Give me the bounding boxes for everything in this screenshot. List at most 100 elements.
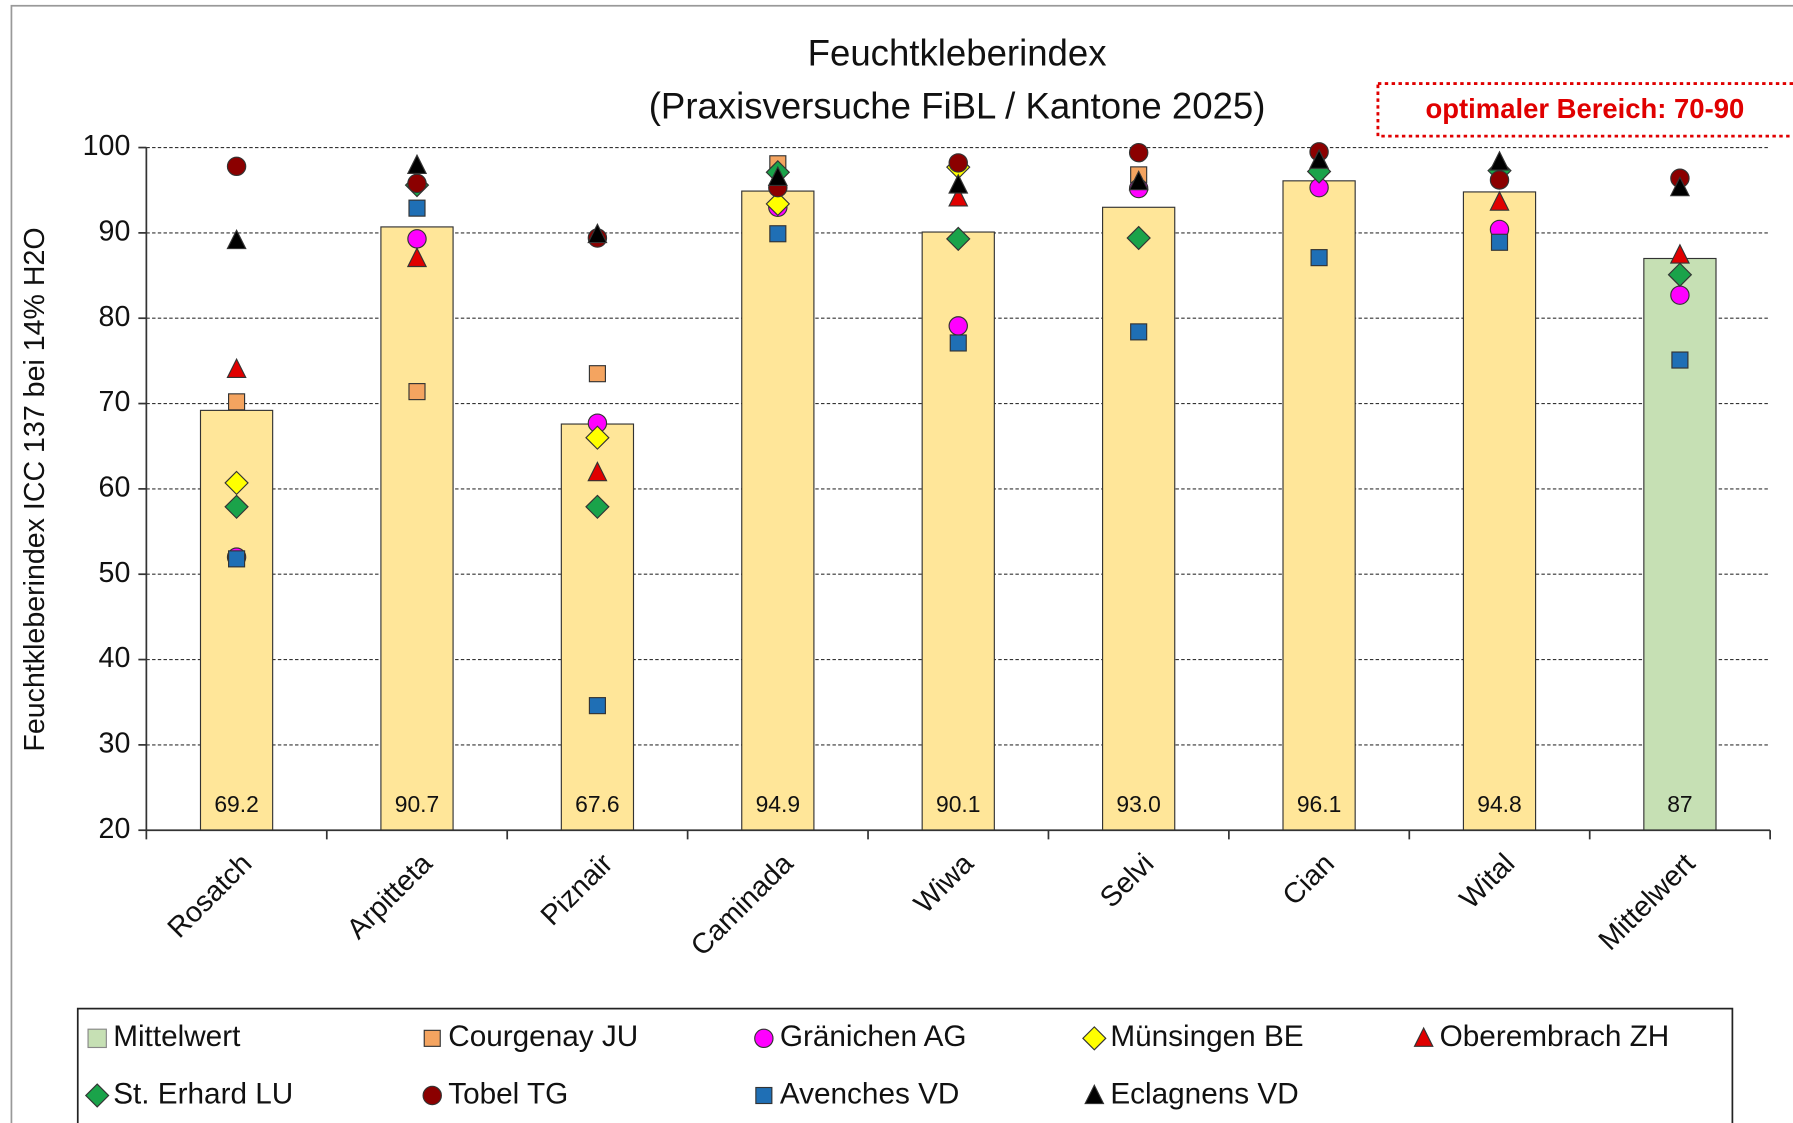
value-label: 90.7	[395, 791, 439, 817]
x-tick-label: Mittelwert	[1593, 848, 1702, 957]
point	[226, 357, 247, 378]
point	[946, 226, 971, 252]
value-label: 69.2	[214, 791, 259, 817]
point	[588, 365, 606, 383]
point	[408, 383, 426, 401]
point	[948, 153, 968, 173]
point	[769, 225, 787, 243]
annotation-box	[1376, 82, 1793, 138]
bar	[1462, 191, 1537, 831]
legend-swatch	[423, 1029, 441, 1047]
bar	[560, 423, 635, 831]
y-tick-label: 30	[99, 727, 131, 759]
point	[224, 470, 249, 496]
legend-label: Münsingen BE	[1110, 1020, 1303, 1053]
point	[1489, 190, 1510, 211]
point	[1128, 170, 1149, 191]
chart-subtitle: (Praxisversuche FiBL / Kantone 2025)	[649, 85, 1266, 126]
point	[407, 173, 427, 194]
x-tick-label: Arpitteta	[341, 848, 439, 946]
legend-label: Tobel TG	[448, 1077, 568, 1110]
legend-label: Gränichen AG	[780, 1020, 967, 1053]
legend-swatch	[87, 1028, 107, 1049]
point	[1667, 262, 1693, 287]
point	[407, 229, 427, 249]
legend-label: Eclagnens VD	[1110, 1077, 1298, 1110]
chart-title: Feuchtkleberindex	[808, 33, 1107, 74]
point	[1130, 323, 1148, 341]
legend-label: Courgenay JU	[448, 1020, 638, 1053]
point	[587, 223, 608, 244]
bar	[380, 226, 454, 831]
point	[765, 191, 791, 217]
bar	[1643, 257, 1717, 831]
y-tick-label: 90	[99, 215, 131, 247]
point	[226, 156, 247, 177]
x-tick-label: Cian	[1277, 848, 1341, 912]
legend-label: Oberembrach ZH	[1440, 1020, 1670, 1053]
legend-swatch	[422, 1085, 442, 1106]
value-label: 93.0	[1116, 791, 1161, 817]
point	[1126, 225, 1151, 251]
point	[1489, 150, 1510, 171]
point	[1309, 148, 1330, 169]
point	[949, 334, 967, 352]
point	[767, 165, 788, 186]
point	[406, 153, 428, 175]
x-tick-label: Wiwa	[908, 848, 980, 920]
value-label: 87	[1667, 791, 1692, 817]
y-tick-label: 50	[99, 557, 131, 589]
legend-label: Mittelwert	[113, 1020, 241, 1053]
frame	[10, 4, 1793, 1123]
legend-swatch	[1084, 1083, 1105, 1105]
x-tick-label: Selvi	[1094, 848, 1160, 914]
value-label: 94.9	[756, 791, 801, 817]
point	[1669, 243, 1690, 264]
point	[1489, 170, 1510, 190]
x-tick-label: Wital	[1454, 848, 1522, 916]
bar	[1102, 206, 1176, 831]
point	[1671, 351, 1689, 369]
legend-label: Avenches VD	[780, 1077, 960, 1110]
point	[587, 461, 608, 482]
value-label: 67.6	[575, 791, 620, 817]
y-tick-label: 40	[99, 642, 131, 674]
point	[1310, 249, 1328, 267]
annotation: optimaler Bereich: 70-90	[1426, 93, 1745, 124]
bar	[741, 190, 815, 831]
value-label: 96.1	[1297, 791, 1342, 817]
point	[1128, 142, 1149, 163]
bar	[1282, 180, 1356, 831]
legend-swatch	[1413, 1026, 1434, 1047]
x-tick-label: Rosatch	[162, 848, 259, 945]
point	[585, 494, 610, 520]
point	[585, 425, 610, 450]
x-tick-label: Caminada	[685, 848, 800, 963]
y-axis-label: Feuchtkleberindex ICC 137 bei 14% H2O	[19, 227, 51, 751]
point	[948, 173, 969, 194]
point	[228, 393, 246, 411]
legend-swatch	[754, 1028, 774, 1049]
y-tick-label: 20	[99, 813, 131, 845]
point	[948, 316, 968, 336]
point	[228, 550, 246, 568]
point	[224, 494, 249, 520]
y-tick-label: 80	[99, 301, 131, 333]
point	[408, 199, 426, 217]
value-label: 94.8	[1477, 791, 1522, 817]
legend-label: St. Erhard LU	[113, 1077, 293, 1110]
y-tick-label: 70	[99, 386, 131, 418]
y-tick-label: 60	[99, 471, 131, 503]
value-label: 90.1	[936, 791, 981, 817]
y-tick-label: 100	[83, 130, 131, 162]
point	[1490, 233, 1509, 251]
legend-swatch	[84, 1083, 110, 1108]
point	[1669, 176, 1690, 197]
x-tick-label: Piznair	[535, 847, 620, 932]
point	[588, 697, 606, 715]
point	[1670, 285, 1690, 305]
point	[226, 228, 247, 250]
point	[406, 246, 428, 268]
